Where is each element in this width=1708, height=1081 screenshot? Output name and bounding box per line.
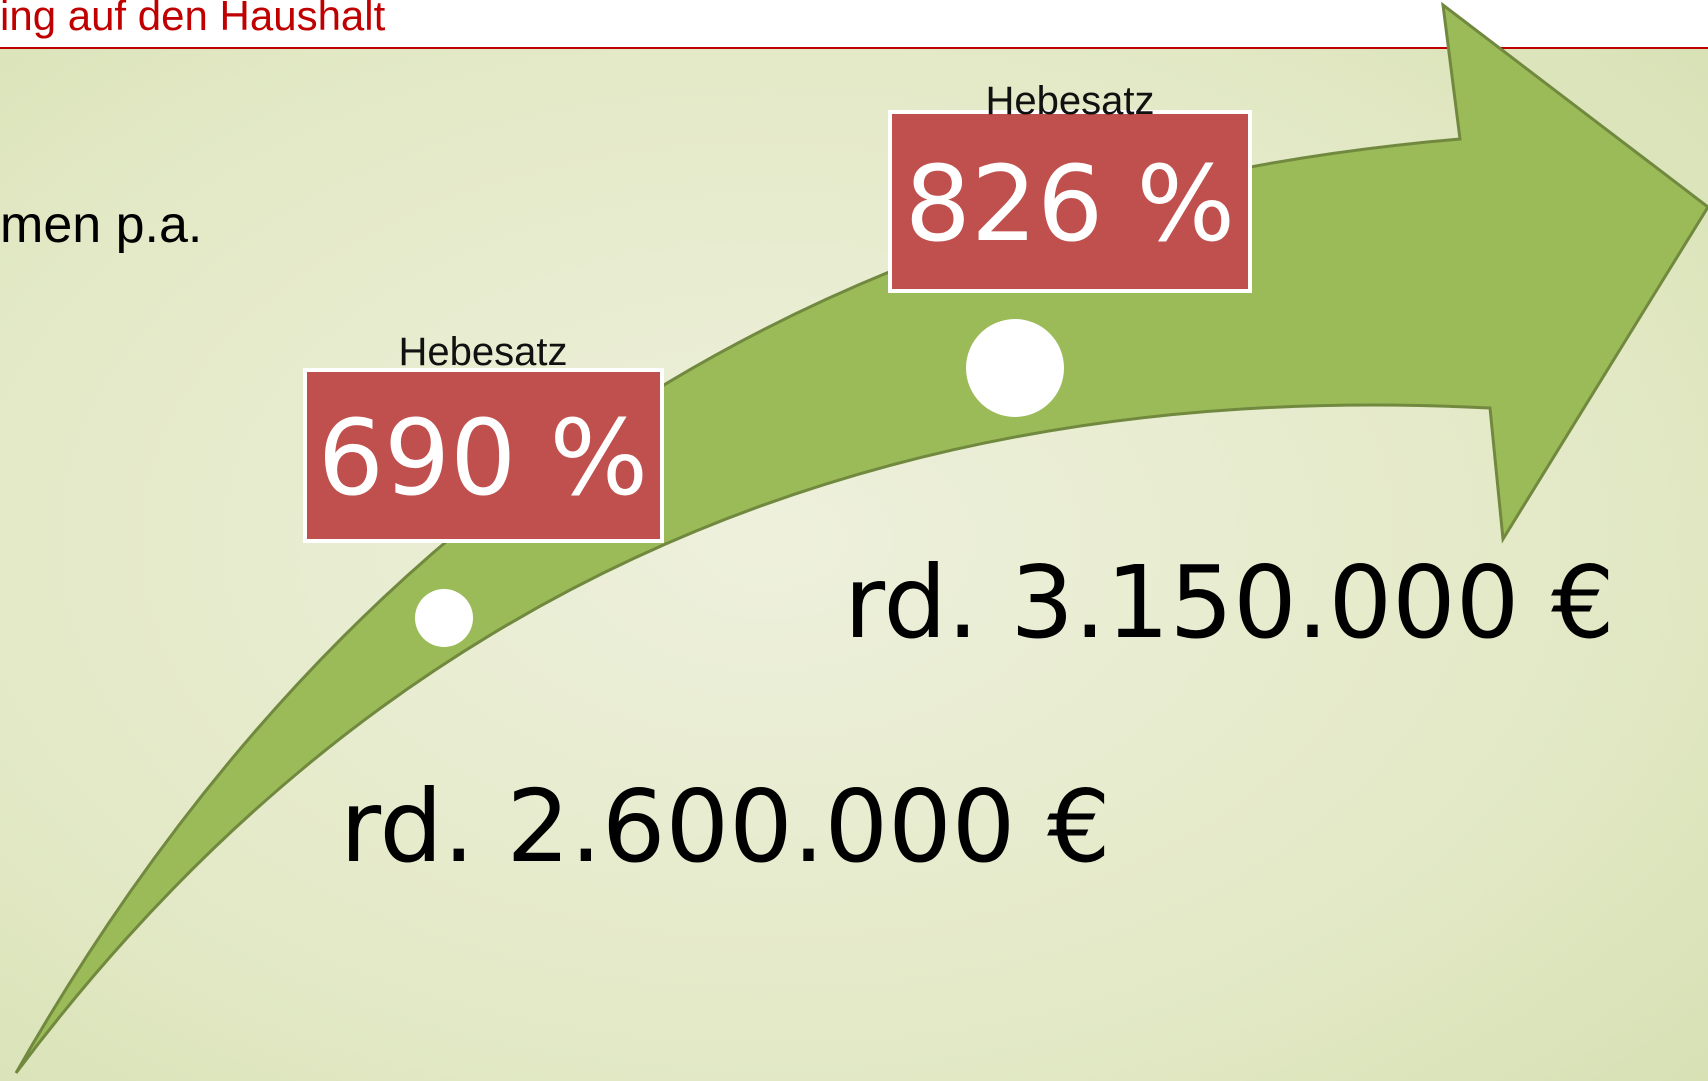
header-title: ing auf den Haushalt xyxy=(0,0,386,39)
amount: rd. 3.150.000 € xyxy=(844,544,1615,661)
rate-value: 690 % xyxy=(318,397,648,519)
milestone-dot xyxy=(966,319,1064,417)
amount: rd. 2.600.000 € xyxy=(340,768,1111,885)
milestone-dot xyxy=(415,589,473,647)
rate-label: Hebesatz xyxy=(986,79,1155,123)
rate-label: Hebesatz xyxy=(399,330,568,374)
rate-value: 826 % xyxy=(905,143,1235,265)
slide: ing auf den Haushalt men p.a. Hebesatz 6… xyxy=(0,0,1708,1081)
body-text: men p.a. xyxy=(0,196,202,254)
